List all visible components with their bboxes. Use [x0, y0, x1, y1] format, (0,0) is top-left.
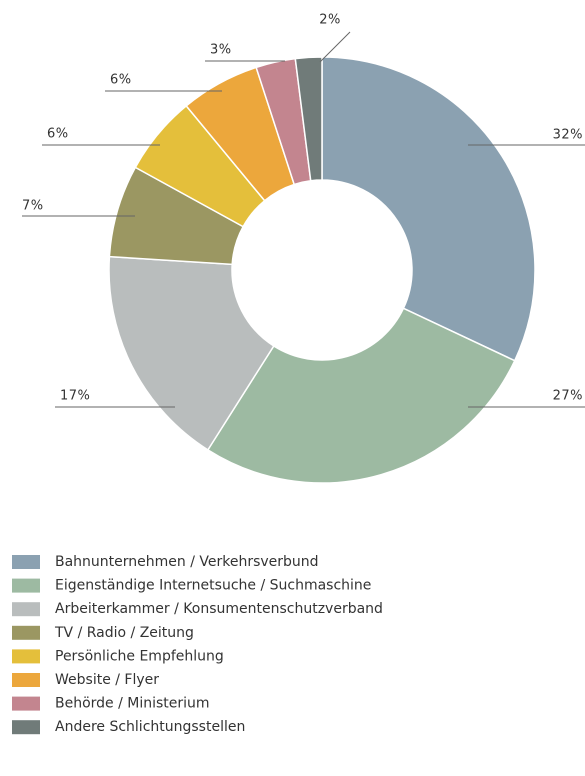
- legend-swatch: [12, 625, 40, 640]
- data-label: 32%: [553, 128, 583, 143]
- legend-label: Behörde / Ministerium: [55, 696, 210, 712]
- data-label: 3%: [210, 43, 232, 58]
- legend-swatch: [12, 696, 40, 711]
- legend-label: Eigenständige Internetsuche / Suchmaschi…: [55, 578, 371, 594]
- data-label: 17%: [60, 389, 90, 404]
- legend-label: TV / Radio / Zeitung: [54, 625, 194, 641]
- data-label: 6%: [47, 127, 69, 142]
- leader-line: [319, 31, 351, 63]
- legend-label: Arbeiterkammer / Konsumentenschutzverban…: [55, 601, 383, 617]
- legend-swatch: [12, 555, 40, 569]
- legend-swatch: [12, 720, 40, 735]
- legend-swatch: [12, 602, 40, 617]
- data-label: 6%: [110, 73, 132, 88]
- legend-label: Andere Schlichtungsstellen: [55, 719, 245, 735]
- donut-slice: [294, 56, 323, 182]
- legend-swatch: [12, 673, 40, 687]
- donut-slice: [206, 307, 516, 484]
- data-label: 7%: [22, 199, 44, 214]
- legend-swatch: [12, 649, 40, 664]
- legend-label: Persönliche Empfehlung: [55, 648, 224, 664]
- donut-slice: [108, 255, 275, 451]
- data-label: 2%: [319, 13, 341, 28]
- data-label: 27%: [553, 389, 583, 404]
- legend-swatch: [12, 578, 40, 593]
- legend-label: Website / Flyer: [55, 672, 159, 688]
- legend-label: Bahnunternehmen / Verkehrsverbund: [55, 554, 319, 570]
- donut-slice: [321, 56, 536, 362]
